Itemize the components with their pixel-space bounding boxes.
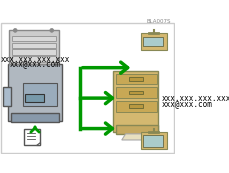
FancyBboxPatch shape (9, 30, 58, 64)
Text: xxx.xxx.xxx.xxx: xxx.xxx.xxx.xxx (161, 94, 229, 103)
FancyBboxPatch shape (25, 94, 44, 102)
Circle shape (50, 29, 53, 32)
Polygon shape (121, 134, 155, 140)
FancyBboxPatch shape (129, 77, 142, 81)
FancyBboxPatch shape (12, 49, 55, 55)
Circle shape (13, 29, 17, 32)
FancyBboxPatch shape (140, 132, 167, 149)
FancyBboxPatch shape (3, 87, 11, 106)
FancyBboxPatch shape (23, 83, 57, 106)
Text: xxx@xxx.com: xxx@xxx.com (161, 100, 211, 109)
Text: BLA007S: BLA007S (146, 19, 171, 24)
Polygon shape (36, 142, 39, 145)
FancyBboxPatch shape (112, 71, 158, 132)
FancyBboxPatch shape (129, 90, 142, 94)
FancyBboxPatch shape (12, 36, 55, 41)
FancyBboxPatch shape (115, 125, 157, 134)
FancyBboxPatch shape (140, 33, 167, 50)
FancyBboxPatch shape (11, 113, 58, 122)
FancyBboxPatch shape (24, 129, 39, 145)
FancyBboxPatch shape (115, 88, 156, 98)
FancyBboxPatch shape (142, 37, 162, 46)
FancyBboxPatch shape (115, 101, 156, 112)
FancyBboxPatch shape (12, 56, 55, 62)
FancyBboxPatch shape (8, 64, 62, 121)
FancyBboxPatch shape (115, 74, 156, 84)
FancyBboxPatch shape (142, 135, 162, 147)
Text: xxx.xxx.xxx.xxx: xxx.xxx.xxx.xxx (0, 56, 69, 65)
FancyBboxPatch shape (129, 104, 142, 108)
FancyBboxPatch shape (12, 43, 55, 48)
Text: xxx@xxx.com: xxx@xxx.com (10, 60, 60, 69)
